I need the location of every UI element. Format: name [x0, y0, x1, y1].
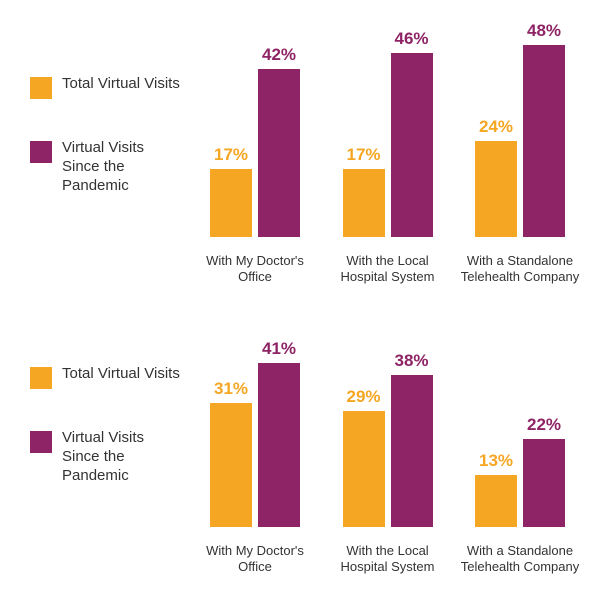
legend-item: Virtual Visits Since the Pandemic	[30, 429, 180, 485]
x-axis-label: With a Standalone Telehealth Company	[460, 543, 580, 576]
bar-groups: 31%41%With My Doctor's Office29%38%With …	[195, 305, 580, 575]
bars: 17%42%	[195, 37, 315, 237]
x-axis-label: With the Local Hospital System	[328, 253, 448, 286]
bar-series-b: 46%	[391, 53, 433, 237]
legend-label: Virtual Visits Since the Pandemic	[62, 139, 180, 195]
bar-value-label: 38%	[394, 351, 428, 371]
x-axis-label: With the Local Hospital System	[328, 543, 448, 576]
legend-swatch	[30, 77, 52, 99]
legend-item: Total Virtual Visits	[30, 75, 180, 99]
legend-swatch	[30, 367, 52, 389]
bar-group: 17%46%With the Local Hospital System	[328, 15, 448, 285]
bar-value-label: 22%	[527, 415, 561, 435]
legend: Total Virtual Visits Virtual Visits Since…	[30, 75, 180, 235]
bar-group: 13%22%With a Standalone Telehealth Compa…	[460, 305, 580, 575]
legend-label: Virtual Visits Since the Pandemic	[62, 429, 180, 485]
bar-groups: 17%42%With My Doctor's Office17%46%With …	[195, 15, 580, 285]
legend-swatch	[30, 431, 52, 453]
bar-value-label: 17%	[214, 145, 248, 165]
bar-series-a: 13%	[475, 475, 517, 527]
legend-item: Total Virtual Visits	[30, 365, 180, 389]
bar-group: 17%42%With My Doctor's Office	[195, 15, 315, 285]
bars: 29%38%	[328, 327, 448, 527]
chart-row-1: Total Virtual Visits Virtual Visits Since…	[0, 305, 600, 575]
bar-value-label: 42%	[262, 45, 296, 65]
bar-series-a: 17%	[210, 169, 252, 237]
bars: 17%46%	[328, 37, 448, 237]
bars: 13%22%	[460, 327, 580, 527]
bar-value-label: 24%	[479, 117, 513, 137]
bar-series-a: 17%	[343, 169, 385, 237]
legend-label: Total Virtual Visits	[62, 365, 180, 384]
bar-value-label: 41%	[262, 339, 296, 359]
bar-value-label: 29%	[346, 387, 380, 407]
x-axis-label: With My Doctor's Office	[195, 253, 315, 286]
legend-label: Total Virtual Visits	[62, 75, 180, 94]
bar-value-label: 48%	[527, 21, 561, 41]
bar-value-label: 31%	[214, 379, 248, 399]
bar-series-a: 29%	[343, 411, 385, 527]
bar-series-b: 41%	[258, 363, 300, 527]
chart-container: Total Virtual Visits Virtual Visits Since…	[0, 0, 600, 600]
x-axis-label: With a Standalone Telehealth Company	[460, 253, 580, 286]
legend-item: Virtual Visits Since the Pandemic	[30, 139, 180, 195]
bar-series-b: 42%	[258, 69, 300, 237]
bar-group: 31%41%With My Doctor's Office	[195, 305, 315, 575]
bar-series-a: 24%	[475, 141, 517, 237]
bars: 24%48%	[460, 37, 580, 237]
bar-group: 24%48%With a Standalone Telehealth Compa…	[460, 15, 580, 285]
bar-value-label: 13%	[479, 451, 513, 471]
legend: Total Virtual Visits Virtual Visits Since…	[30, 365, 180, 525]
bar-value-label: 46%	[394, 29, 428, 49]
legend-swatch	[30, 141, 52, 163]
chart-row-0: Total Virtual Visits Virtual Visits Since…	[0, 15, 600, 285]
bar-series-b: 48%	[523, 45, 565, 237]
bar-value-label: 17%	[346, 145, 380, 165]
x-axis-label: With My Doctor's Office	[195, 543, 315, 576]
bar-series-b: 38%	[391, 375, 433, 527]
bar-group: 29%38%With the Local Hospital System	[328, 305, 448, 575]
bar-series-b: 22%	[523, 439, 565, 527]
bars: 31%41%	[195, 327, 315, 527]
bar-series-a: 31%	[210, 403, 252, 527]
